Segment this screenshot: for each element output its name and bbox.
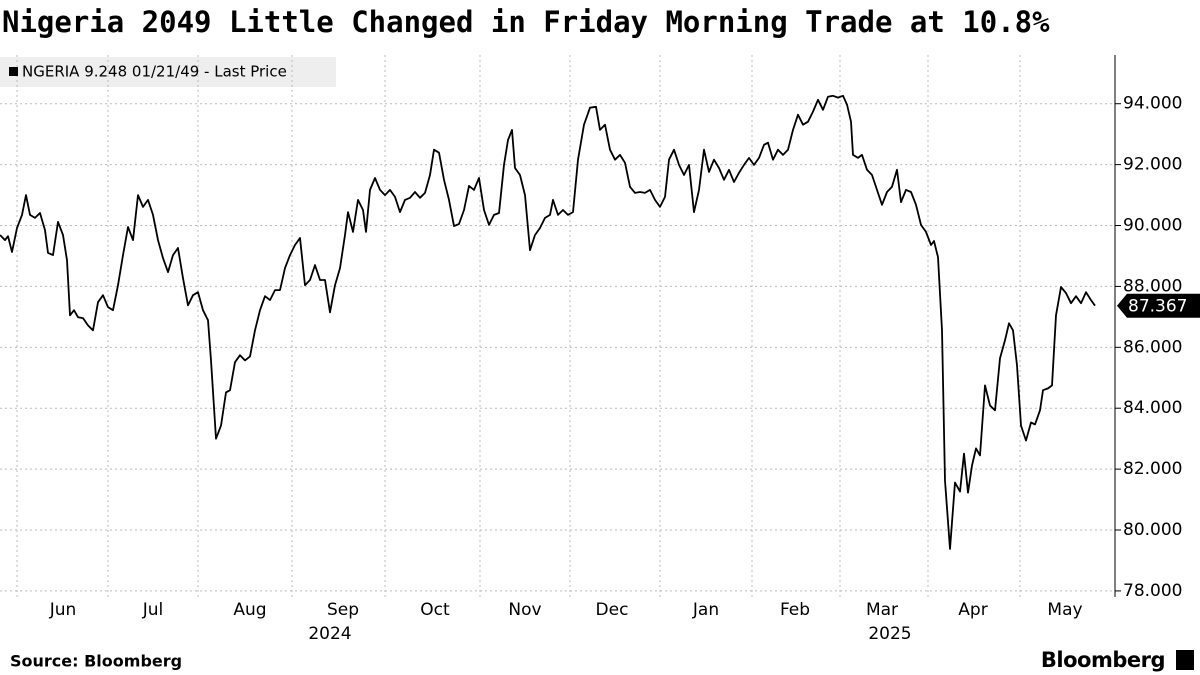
chart-title: Nigeria 2049 Little Changed in Friday Mo… — [2, 5, 1050, 39]
y-tick-label: 78.000 — [1123, 581, 1182, 601]
legend-swatch — [9, 67, 18, 76]
last-price-flag — [1117, 293, 1200, 318]
x-tick-label: Sep — [327, 600, 359, 620]
year-label: 2025 — [868, 624, 911, 644]
x-tick-label: Dec — [596, 600, 629, 620]
x-tick-label: May — [1047, 600, 1082, 620]
price-line — [0, 94, 1096, 550]
y-tick-label: 82.000 — [1123, 459, 1182, 479]
x-tick-label: Jan — [692, 600, 719, 620]
x-tick-label: Apr — [958, 600, 987, 620]
x-tick-label: Nov — [508, 600, 541, 620]
y-tick-label: 80.000 — [1123, 520, 1182, 540]
y-tick-label: 84.000 — [1123, 398, 1182, 418]
year-label: 2024 — [308, 624, 351, 644]
x-tick-label: Jun — [49, 600, 77, 620]
legend-label: NGERIA 9.248 01/21/49 - Last Price — [22, 63, 287, 81]
x-tick-label: Mar — [866, 600, 898, 620]
y-tick-label: 90.000 — [1123, 216, 1182, 236]
x-tick-label: Oct — [420, 600, 450, 620]
last-price-label: 87.367 — [1128, 297, 1187, 317]
source: Source: Bloomberg — [10, 652, 182, 671]
y-tick-label: 88.000 — [1123, 276, 1182, 296]
logo-icon — [1176, 650, 1194, 670]
logo: Bloomberg — [1041, 648, 1165, 672]
legend-box — [0, 57, 336, 87]
y-tick-label: 94.000 — [1123, 94, 1182, 114]
y-tick-label: 86.000 — [1123, 337, 1182, 357]
x-tick-label: Jul — [142, 600, 164, 620]
x-tick-label: Feb — [780, 600, 810, 620]
y-tick-label: 92.000 — [1123, 155, 1182, 175]
x-tick-label: Aug — [233, 600, 266, 620]
